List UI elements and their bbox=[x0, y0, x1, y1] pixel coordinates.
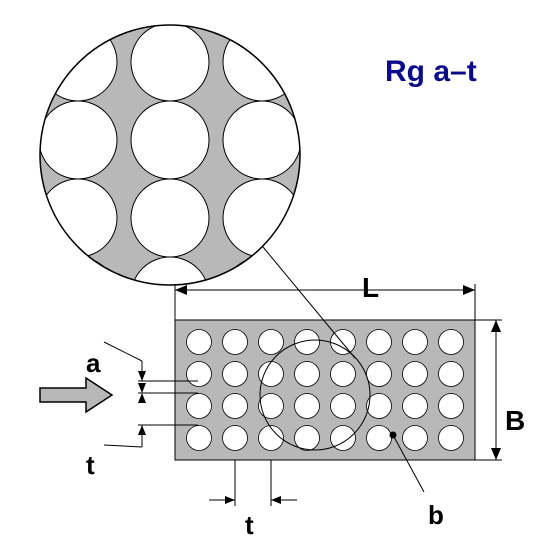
direction-arrow bbox=[40, 378, 112, 412]
panel-hole bbox=[439, 330, 464, 355]
panel-hole bbox=[367, 362, 392, 387]
magnifier-content bbox=[0, 0, 393, 335]
panel-hole bbox=[295, 330, 320, 355]
label-a: a bbox=[86, 348, 100, 379]
panel-hole bbox=[403, 394, 428, 419]
panel-hole bbox=[403, 426, 428, 451]
panel-hole bbox=[331, 394, 356, 419]
panel-hole bbox=[403, 362, 428, 387]
panel-hole bbox=[259, 362, 284, 387]
panel-hole bbox=[367, 330, 392, 355]
panel-hole bbox=[439, 362, 464, 387]
panel-hole bbox=[187, 362, 212, 387]
diagram-title: Rg a–t bbox=[385, 55, 477, 89]
panel-hole bbox=[259, 330, 284, 355]
panel-hole bbox=[295, 394, 320, 419]
panel-hole bbox=[223, 394, 248, 419]
panel-hole bbox=[367, 426, 392, 451]
panel-hole bbox=[331, 362, 356, 387]
panel-hole bbox=[259, 394, 284, 419]
panel-hole bbox=[439, 426, 464, 451]
label-L: L bbox=[362, 272, 379, 304]
panel-hole bbox=[223, 426, 248, 451]
label-B: B bbox=[505, 405, 525, 437]
label-t-bottom: t bbox=[245, 510, 254, 541]
panel-hole bbox=[439, 394, 464, 419]
label-b: b bbox=[428, 500, 444, 531]
panel-hole bbox=[187, 330, 212, 355]
panel-hole bbox=[187, 426, 212, 451]
diagram-root: Rg a–t L B a t t b bbox=[0, 0, 550, 550]
panel-hole bbox=[187, 394, 212, 419]
panel-hole bbox=[259, 426, 284, 451]
panel-hole bbox=[403, 330, 428, 355]
panel-hole bbox=[295, 426, 320, 451]
panel-hole bbox=[223, 330, 248, 355]
label-t-left: t bbox=[86, 450, 95, 481]
panel-hole bbox=[295, 362, 320, 387]
panel-hole bbox=[223, 362, 248, 387]
